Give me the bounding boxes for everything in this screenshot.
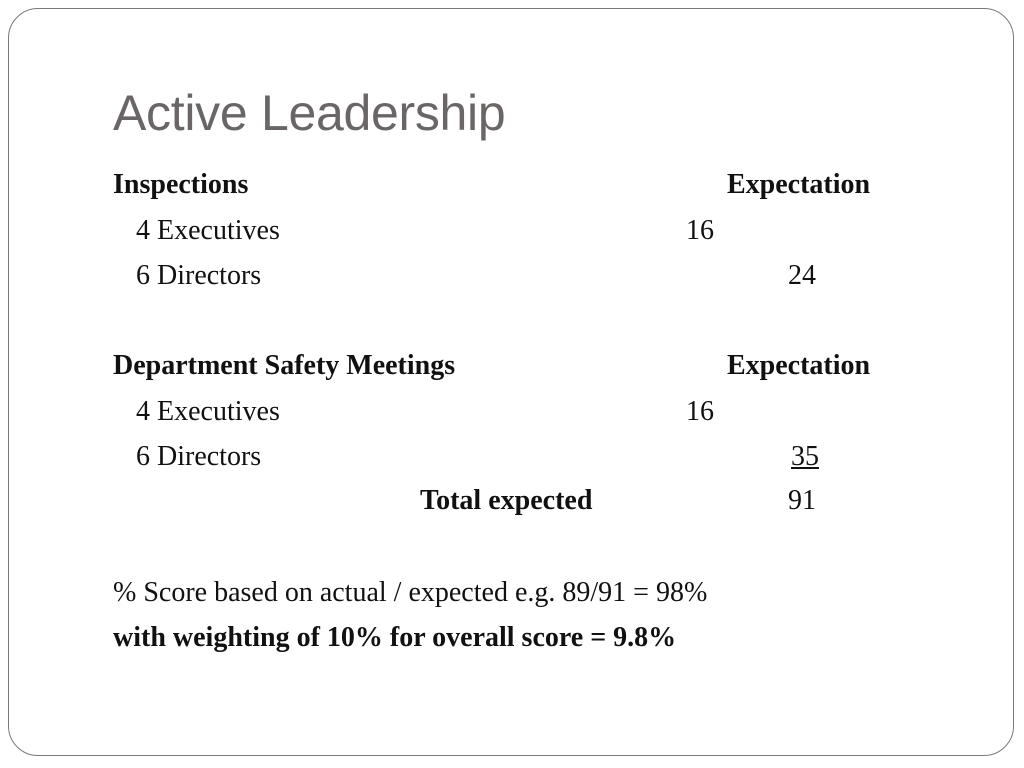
safety-meetings-executives-value: 16 [686,396,714,427]
inspections-directors-label: 6 Directors [136,260,262,291]
inspections-executives-label: 4 Executives [136,215,280,246]
inspections-directors-value: 24 [788,260,816,291]
safety-meetings-directors-value: 35 [727,443,819,471]
safety-meetings-directors-number: 35 [791,441,819,472]
total-expected-value: 91 [788,485,816,516]
safety-meetings-expectation-label: Expectation [727,350,871,381]
inspections-expectation-label: Expectation [727,169,871,200]
inspections-executives-value: 16 [686,215,714,246]
slide-title: Active Leadership [113,85,506,141]
slide-frame [8,8,1014,756]
total-expected-label: Total expected [420,485,593,516]
weighting-note: with weighting of 10% for overall score … [113,622,677,653]
score-note: % Score based on actual / expected e.g. … [113,577,708,608]
safety-meetings-directors-label: 6 Directors [136,441,262,472]
safety-meetings-executives-label: 4 Executives [136,396,280,427]
safety-meetings-heading: Department Safety Meetings [113,350,456,381]
inspections-heading: Inspections [113,169,249,200]
